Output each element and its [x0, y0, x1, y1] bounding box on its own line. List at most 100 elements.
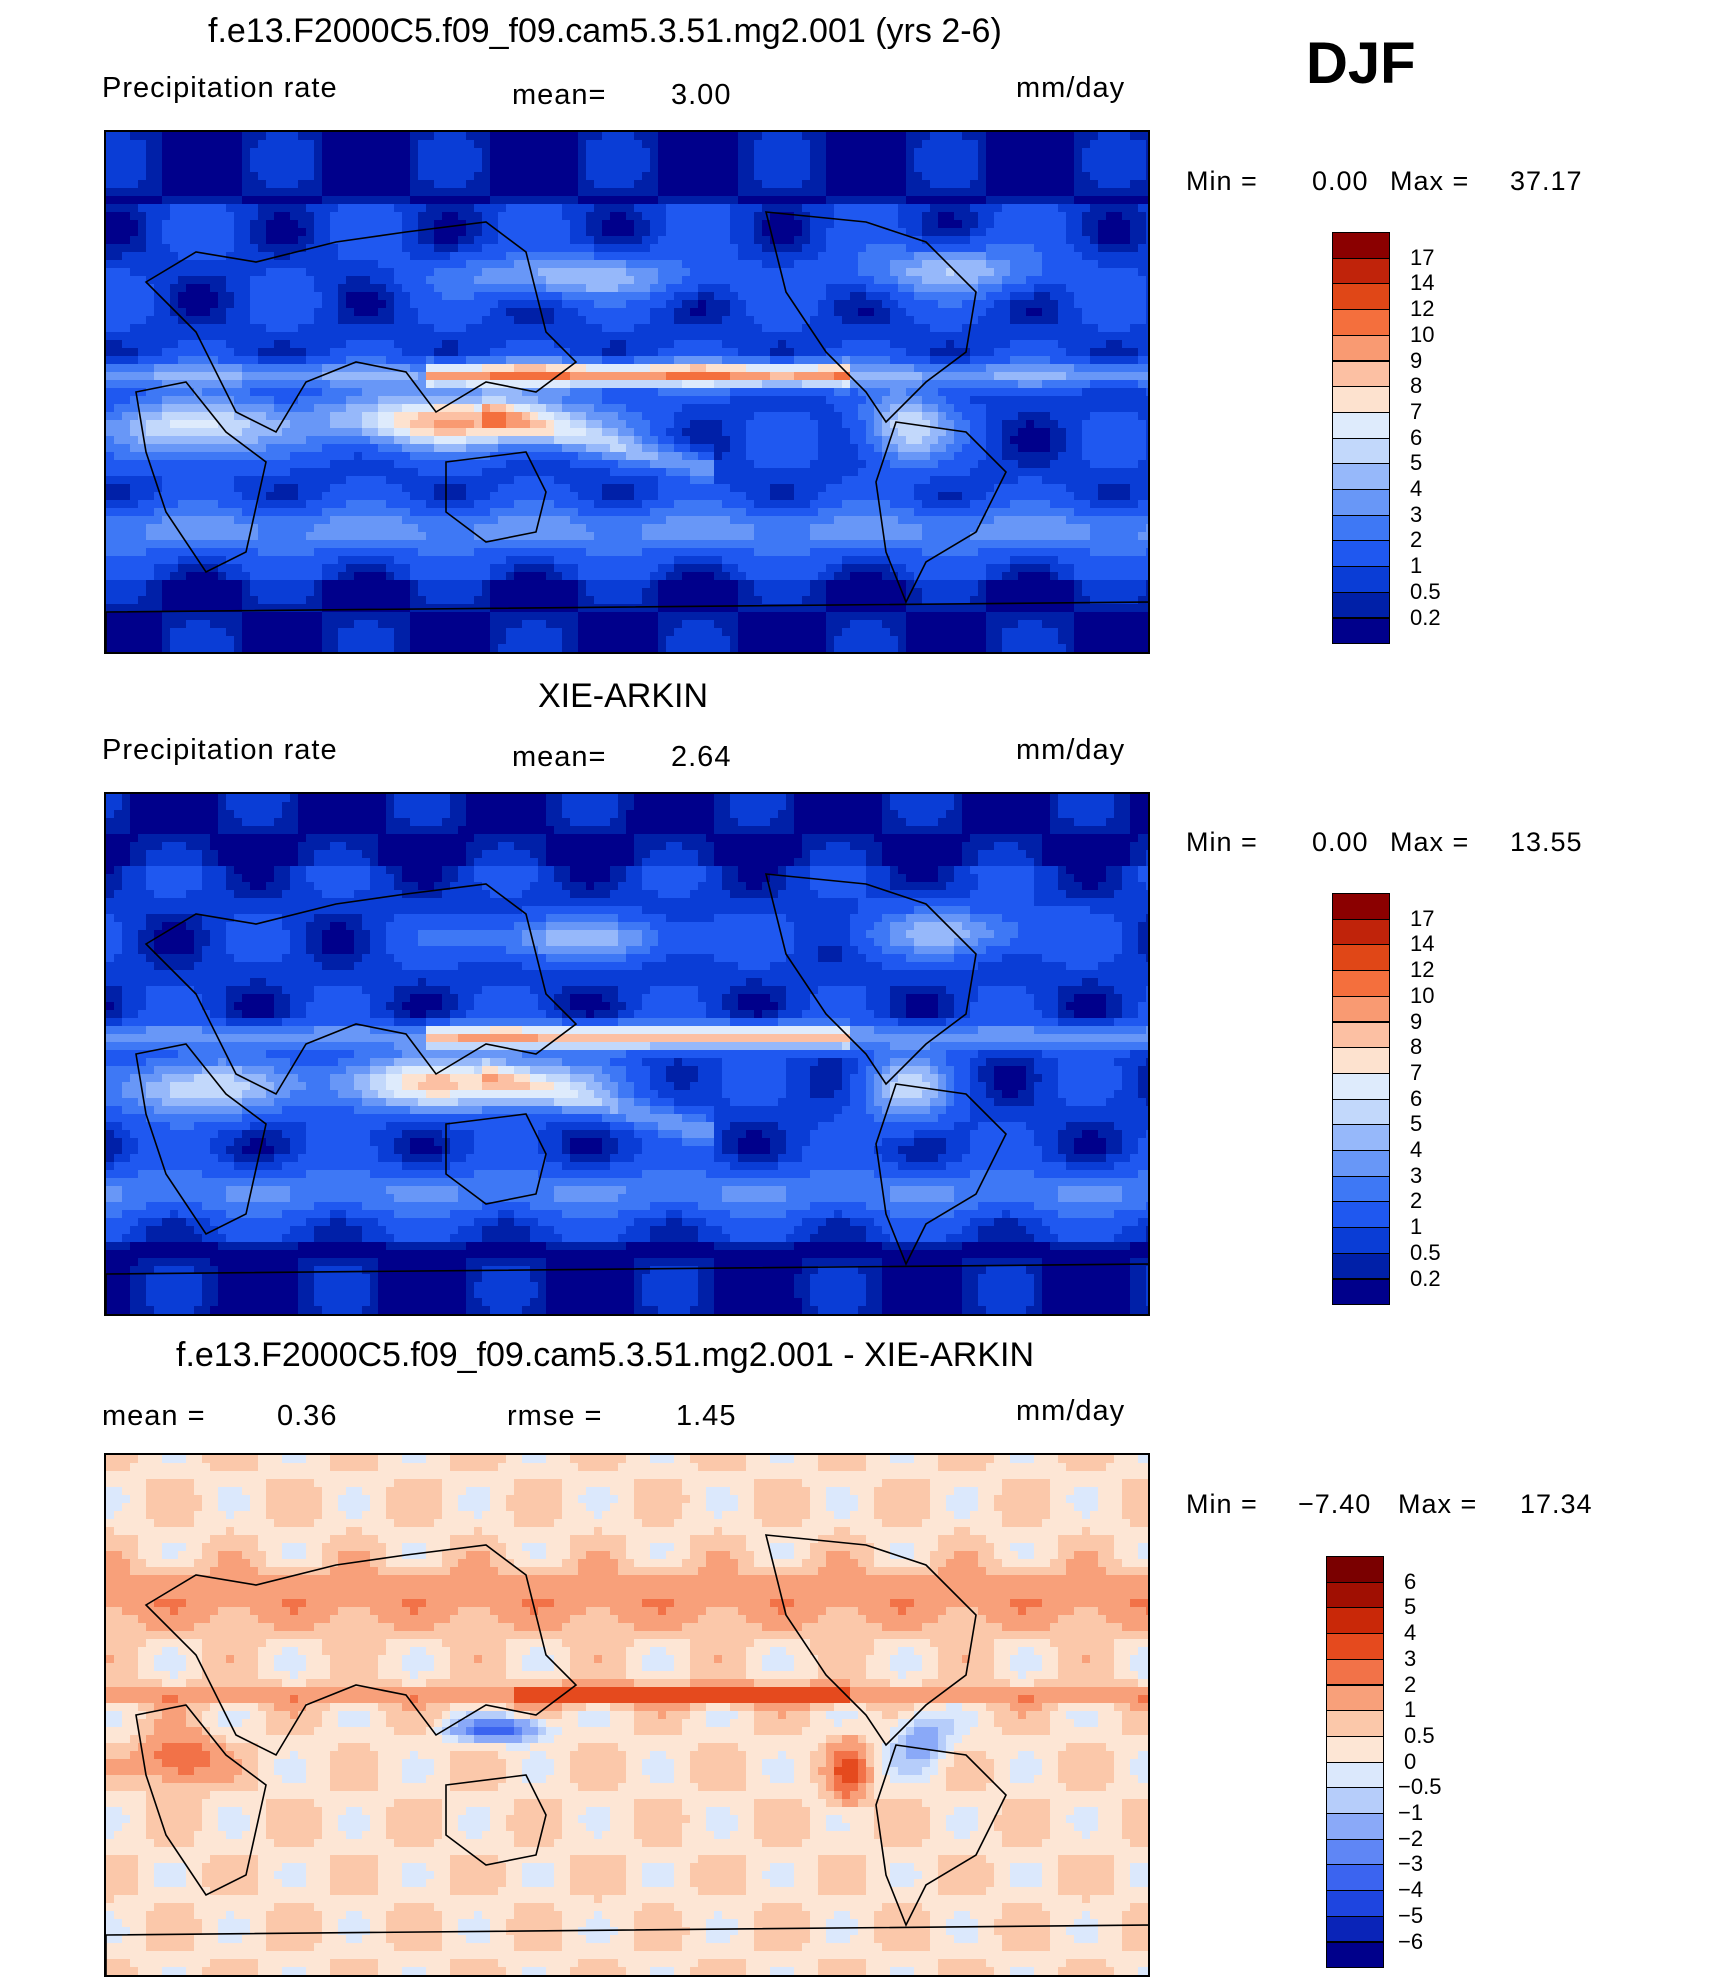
colorbar-box [1326, 1941, 1384, 1969]
colorbar-tick-label: −1 [1398, 1800, 1423, 1826]
coastline [135, 381, 267, 574]
colorbar-tick-label: 0.5 [1410, 579, 1441, 605]
colorbar-box [1332, 1021, 1390, 1049]
colorbar-tick-label: 4 [1410, 476, 1422, 502]
coastline [445, 1113, 547, 1205]
colorbar-tick-label: 17 [1410, 245, 1434, 271]
colorbar-box [1332, 1278, 1390, 1306]
panel1-min-label: Min = [1186, 166, 1258, 197]
colorbar-box [1326, 1915, 1384, 1943]
colorbar-tick-label: 4 [1410, 1137, 1422, 1163]
panel1-units: mm/day [1016, 72, 1125, 105]
panel3-rmse-value: 1.45 [676, 1400, 736, 1433]
colorbar-box [1332, 566, 1390, 593]
panel3-rmse-label: rmse = [507, 1400, 602, 1433]
colorbar-tick-label: 6 [1410, 1086, 1422, 1112]
colorbar-box [1326, 1735, 1384, 1763]
colorbar-box [1332, 232, 1390, 259]
panel3-mean-value: 0.36 [277, 1400, 337, 1433]
colorbar-tick-label: 12 [1410, 957, 1434, 983]
colorbar-box [1326, 1684, 1384, 1712]
panel2-mean-label: mean= [512, 741, 606, 774]
colorbar-box [1326, 1607, 1384, 1635]
map-field [106, 132, 1148, 652]
colorbar-box [1326, 1581, 1384, 1609]
coastline [764, 1534, 977, 1747]
coastline [106, 1924, 1148, 1975]
colorbar-box [1332, 257, 1390, 285]
colorbar-box [1326, 1710, 1384, 1737]
colorbar-tick-label: 5 [1410, 450, 1422, 476]
colorbar-tick-label: −0.5 [1398, 1774, 1441, 1800]
colorbar-box [1332, 360, 1390, 388]
coastline [764, 211, 977, 424]
season-label: DJF [1306, 30, 1416, 97]
colorbar-tick-label: 14 [1410, 270, 1434, 296]
colorbar-tick-label: 0.2 [1410, 605, 1441, 631]
colorbar-box [1326, 1838, 1384, 1866]
colorbar-tick-label: 0 [1404, 1749, 1416, 1775]
colorbar-box [1332, 1252, 1390, 1280]
colorbar-tick-label: 0.5 [1404, 1723, 1435, 1749]
colorbar-tick-label: 9 [1410, 348, 1422, 374]
colorbar-box [1332, 1098, 1390, 1126]
colorbar-tick-label: 17 [1410, 906, 1434, 932]
panel1-map [104, 130, 1150, 654]
colorbar-tick-label: 2 [1404, 1672, 1416, 1698]
panel2-mean-value: 2.64 [671, 741, 731, 774]
colorbar-tick-label: −2 [1398, 1826, 1423, 1852]
panel3-units: mm/day [1016, 1395, 1125, 1428]
panel2-max-label: Max = [1390, 827, 1469, 858]
colorbar-tick-label: 1 [1410, 553, 1422, 579]
coastline [135, 1043, 267, 1236]
colorbar-box [1326, 1556, 1384, 1583]
colorbar-box [1332, 1175, 1390, 1203]
map-field [106, 794, 1148, 1314]
colorbar-tick-label: 0.5 [1410, 1240, 1441, 1266]
colorbar-box [1332, 995, 1390, 1023]
colorbar-box [1332, 386, 1390, 413]
colorbar-box [1332, 944, 1390, 972]
colorbar-tick-label: 2 [1410, 1188, 1422, 1214]
colorbar-tick-label: 7 [1410, 1060, 1422, 1086]
colorbar-box [1332, 540, 1390, 568]
panel1-mean-value: 3.00 [671, 79, 731, 112]
panel1-title: f.e13.F2000C5.f09_f09.cam5.3.51.mg2.001 … [208, 12, 1002, 51]
colorbar-tick-label: −4 [1398, 1877, 1423, 1903]
coastline [875, 1083, 1007, 1266]
coastline [144, 1544, 578, 1757]
panel3-max-value: 17.34 [1520, 1489, 1593, 1520]
colorbar-tick-label: 3 [1404, 1646, 1416, 1672]
colorbar-box [1332, 1072, 1390, 1100]
coastline [144, 221, 578, 434]
panel2-title: XIE-ARKIN [538, 677, 708, 716]
coastline [106, 1263, 1148, 1314]
colorbar-tick-label: −5 [1398, 1903, 1423, 1929]
colorbar-box [1332, 1201, 1390, 1229]
colorbar-box [1326, 1761, 1384, 1789]
coastline [144, 883, 578, 1096]
colorbar-tick-label: 10 [1410, 322, 1434, 348]
colorbar-tick-label: 0.2 [1410, 1266, 1441, 1292]
colorbar-box [1326, 1890, 1384, 1917]
colorbar-tick-label: 8 [1410, 373, 1422, 399]
colorbar-box [1332, 591, 1390, 619]
colorbar-tick-label: 3 [1410, 1163, 1422, 1189]
coastline [445, 1774, 547, 1866]
colorbar-tick-label: 4 [1404, 1620, 1416, 1646]
panel2-variable-label: Precipitation rate [102, 734, 338, 767]
coastline [445, 451, 547, 543]
colorbar-tick-label: 14 [1410, 931, 1434, 957]
colorbar-box [1332, 514, 1390, 542]
panel1-max-label: Max = [1390, 166, 1469, 197]
coastline [764, 873, 977, 1086]
colorbar-box [1326, 1658, 1384, 1686]
colorbar-box [1332, 309, 1390, 336]
colorbar-tick-label: −3 [1398, 1851, 1423, 1877]
colorbar-tick-label: 9 [1410, 1009, 1422, 1035]
colorbar-box [1332, 334, 1390, 362]
colorbar-box [1332, 970, 1390, 997]
panel1-max-value: 37.17 [1510, 166, 1583, 197]
colorbar-tick-label: 2 [1410, 527, 1422, 553]
panel1-mean-label: mean= [512, 79, 606, 112]
